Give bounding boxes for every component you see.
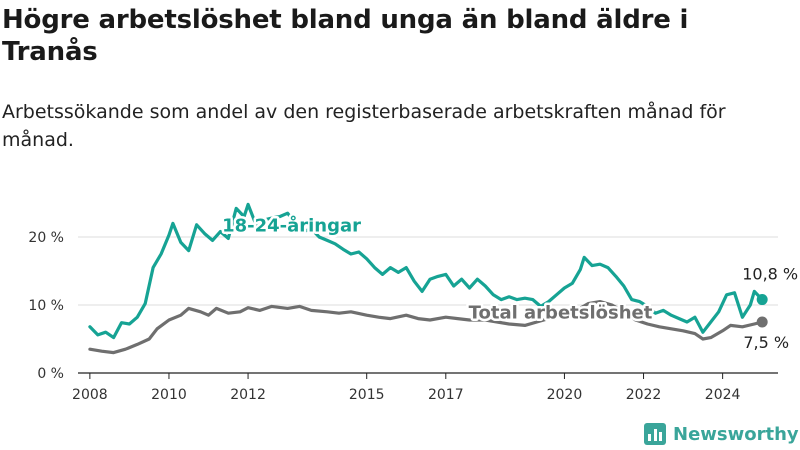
y-tick-label: 0 % [37, 366, 64, 382]
youth-end-dot [756, 294, 768, 306]
newsworthy-logo-icon [644, 423, 666, 445]
x-tick-label: 2020 [547, 387, 583, 403]
youth-label-halo: 18-24-åringar [222, 215, 361, 237]
x-tick-label: 2017 [428, 387, 464, 403]
total-end-label: 7,5 % [743, 333, 789, 352]
youth-series-label: 18-24-åringar [222, 215, 361, 237]
x-tick-label: 2022 [626, 387, 662, 403]
x-tick-label: 2015 [349, 387, 385, 403]
total-series-label: Total arbetslöshet [469, 303, 653, 324]
total-label-halo: Total arbetslöshet [469, 303, 653, 324]
chart-title: Högre arbetslöshet bland unga än bland ä… [2, 5, 689, 67]
brand-logo: Newsworthy [644, 420, 799, 448]
x-tick-label: 2012 [230, 387, 266, 403]
youth-end-label: 10,8 % [742, 265, 798, 284]
grid-layer: 0 % 10 % 20 % 2008 2010 2012 2015 2017 2020 2022 2… [28, 230, 778, 403]
x-tick-label: 2010 [151, 387, 187, 403]
y-tick-label: 10 % [28, 298, 64, 314]
total-line [88, 300, 764, 355]
x-tick-label: 2008 [72, 387, 108, 403]
youth-line [88, 202, 764, 340]
y-tick-label: 20 % [28, 230, 64, 246]
series-layer [88, 202, 768, 355]
x-tick-label: 2024 [705, 387, 741, 403]
total-end-dot [756, 316, 768, 328]
chart-subtitle: Arbetssökande som andel av den registerb… [2, 101, 726, 151]
brand-name: Newsworthy [673, 423, 799, 445]
